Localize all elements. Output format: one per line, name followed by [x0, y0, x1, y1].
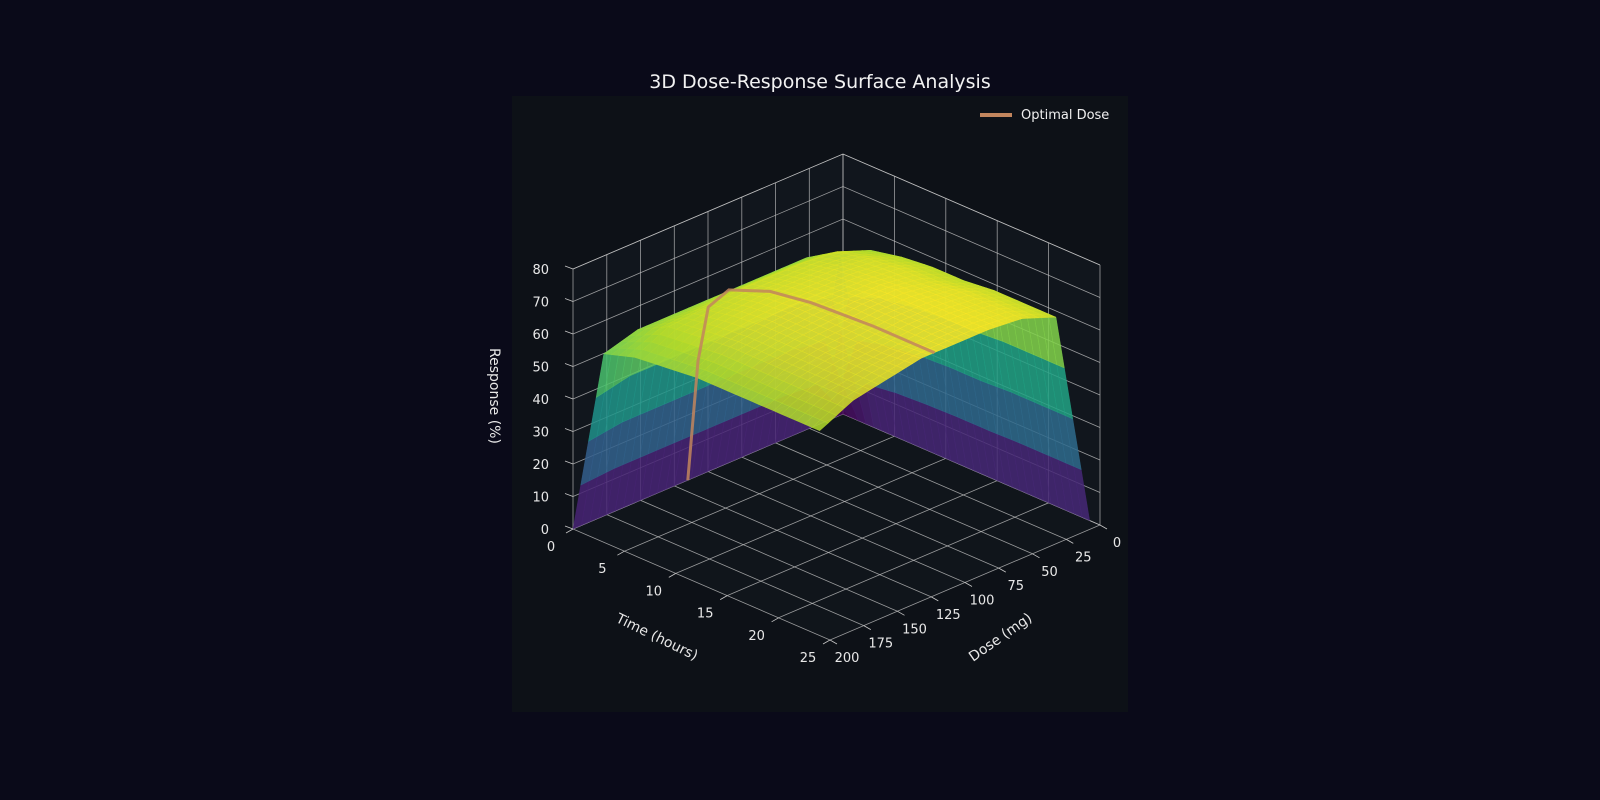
frame-top-edge	[572, 153, 1101, 270]
tick-mark-response	[564, 298, 574, 302]
tick-mark-time	[720, 595, 728, 600]
tick-mark-time	[822, 639, 831, 645]
tick-label-response: 50	[532, 361, 549, 376]
tick-label-dose: 200	[835, 651, 860, 666]
tick-label-response: 0	[541, 523, 549, 538]
legend-label-optimal-dose: Optimal Dose	[1021, 108, 1109, 123]
tick-mark-response	[564, 460, 574, 465]
tick-mark-response	[564, 265, 574, 270]
tick-mark-response	[564, 395, 574, 400]
tick-label-response: 80	[532, 263, 549, 278]
tick-label-dose: 50	[1041, 565, 1058, 580]
tick-mark-time	[617, 550, 625, 556]
tick-mark-dose	[1099, 524, 1108, 530]
tick-label-time: 0	[547, 540, 555, 555]
gridline-response	[572, 218, 1101, 335]
tick-mark-response	[564, 428, 574, 432]
tick-mark-dose	[931, 596, 939, 602]
tick-mark-dose	[897, 610, 905, 616]
tick-mark-time	[668, 573, 676, 578]
gridline-response	[572, 186, 1101, 302]
tick-mark-dose	[1066, 539, 1074, 544]
z-axis-label: Response (%)	[486, 348, 502, 444]
tick-label-dose: 75	[1008, 579, 1025, 594]
tick-label-time: 5	[598, 562, 606, 577]
series-line-optimal-dose	[686, 288, 936, 481]
tick-label-response: 20	[532, 458, 549, 473]
tick-label-response: 30	[532, 426, 549, 441]
tick-mark-time	[771, 617, 779, 623]
tick-label-time: 10	[646, 584, 663, 599]
tick-label-dose: 125	[936, 608, 961, 623]
chart-title: 3D Dose-Response Surface Analysis	[649, 71, 990, 93]
tick-label-response: 60	[532, 328, 549, 343]
optimal-dose-series	[686, 288, 936, 481]
tick-mark-dose	[1032, 553, 1040, 559]
tick-label-dose: 150	[902, 622, 927, 637]
tick-label-response: 10	[532, 491, 549, 506]
tick-label-dose: 175	[868, 637, 893, 652]
tick-label-response: 40	[532, 393, 549, 408]
tick-mark-dose	[829, 639, 838, 645]
tick-mark-response	[564, 330, 574, 335]
tick-label-response: 70	[532, 296, 549, 311]
tick-label-time: 15	[697, 607, 714, 622]
response-surface	[572, 250, 1090, 530]
tick-label-time: 20	[748, 629, 765, 644]
tick-mark-response	[564, 363, 574, 367]
tick-mark-response	[564, 525, 574, 530]
tick-mark-dose	[964, 582, 973, 587]
tick-mark-dose	[998, 567, 1006, 573]
tick-label-dose: 0	[1113, 536, 1121, 551]
tick-mark-time	[565, 528, 574, 534]
tick-mark-dose	[863, 625, 871, 630]
tick-label-dose: 100	[970, 594, 995, 609]
legend: Optimal Dose	[980, 108, 1109, 123]
surface-patch	[811, 419, 829, 432]
tick-label-dose: 25	[1075, 550, 1092, 565]
axis-ticks: 0 25 50 75 100 125 150 175 200 0 5 10 15 20 25 0 10 20 30 4…	[532, 263, 1121, 666]
tick-label-time: 25	[800, 651, 817, 666]
tick-mark-response	[564, 493, 574, 497]
